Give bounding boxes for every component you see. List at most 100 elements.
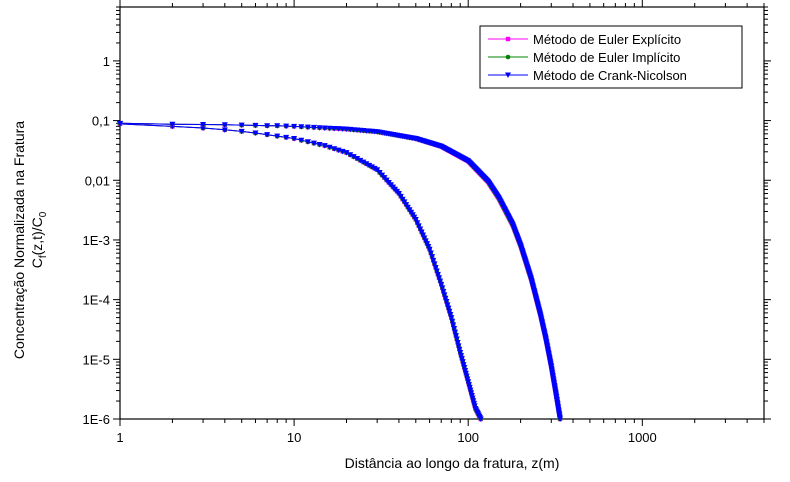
data-point <box>415 223 422 229</box>
data-point <box>432 264 439 271</box>
data-point <box>438 281 445 288</box>
data-point <box>463 373 470 380</box>
data-point <box>429 254 436 260</box>
legend-entry-2: Método de Crank-Nicolson <box>488 68 687 83</box>
data-point <box>298 137 305 144</box>
data-point <box>221 127 228 133</box>
data-point <box>422 238 429 244</box>
data-point <box>371 165 378 172</box>
data-point <box>316 125 323 131</box>
data-point <box>417 226 424 232</box>
data-point <box>304 124 311 131</box>
x-axis-title: Distância ao longo da fratura, z(m) <box>345 455 560 471</box>
data-point <box>117 120 123 127</box>
data-point <box>437 278 444 285</box>
data-point <box>326 144 333 151</box>
data-point <box>238 122 245 129</box>
data-point <box>321 125 328 131</box>
data-point <box>459 359 466 365</box>
data-point <box>461 365 468 371</box>
data-point <box>433 268 440 274</box>
data-point <box>418 229 425 236</box>
y-tick-label: 1E-3 <box>83 233 110 248</box>
data-point <box>200 125 207 132</box>
data-point <box>440 288 447 295</box>
data-point <box>420 232 427 239</box>
data-point <box>477 416 484 422</box>
data-point <box>448 315 455 321</box>
data-point <box>283 123 290 130</box>
data-point <box>321 143 328 149</box>
data-point <box>441 292 448 298</box>
data-point <box>238 128 245 135</box>
data-point <box>350 154 357 160</box>
data-point <box>291 123 298 130</box>
data-point <box>458 353 465 359</box>
data-point <box>430 257 437 264</box>
data-point <box>431 261 438 267</box>
data-point <box>264 123 271 129</box>
data-point <box>460 362 467 368</box>
y-tick-label: 1E-6 <box>83 412 110 427</box>
data-point <box>452 333 459 339</box>
data-point <box>310 124 317 131</box>
data-point <box>458 356 465 362</box>
series-2-profile-0 <box>117 121 484 422</box>
data-point <box>169 121 176 128</box>
data-point <box>444 302 451 308</box>
axis-ticks: 1 10 100 1000 1 0,1 0,01 1E-3 1E-4 1E-5 1E-6 <box>83 0 771 445</box>
data-point <box>443 299 450 305</box>
data-point <box>347 152 354 158</box>
data-point <box>252 130 259 136</box>
y-axis-title: Concentração Normalizada na Fratura Cf(z… <box>11 121 49 359</box>
data-point <box>427 250 434 256</box>
data-point <box>412 217 419 223</box>
data-point <box>465 379 472 385</box>
data-point <box>426 246 433 253</box>
data-point <box>453 336 460 343</box>
data-point <box>445 305 452 312</box>
data-point <box>326 125 333 132</box>
legend-marker <box>505 54 511 60</box>
y-tick-label: 0,01 <box>85 173 110 188</box>
data-point <box>354 156 361 162</box>
data-point <box>274 123 281 129</box>
y-axis-title-sub2: 0 <box>38 211 49 217</box>
data-point <box>457 350 464 356</box>
legend-entry-0: Método de Euler Explícito <box>488 32 681 47</box>
data-point <box>357 157 364 164</box>
data-point <box>363 161 370 167</box>
data-point <box>462 370 469 377</box>
data-point <box>200 121 207 128</box>
data-point <box>331 146 338 152</box>
data-point <box>221 122 228 128</box>
data-point <box>298 124 305 130</box>
data-point <box>395 191 402 197</box>
data-point <box>442 295 449 302</box>
data-point <box>557 416 564 422</box>
data-point <box>456 346 463 353</box>
data-point <box>331 125 338 132</box>
legend: Método de Euler Explícito Método de Euler… <box>479 25 743 89</box>
y-axis-title-line2: Cf(z,t)/C0 <box>29 211 49 268</box>
y-axis-title-sub1: f <box>38 255 49 258</box>
data-point <box>462 367 469 374</box>
data-point <box>424 241 431 247</box>
x-tick-label: 100 <box>457 430 479 445</box>
y-tick-label: 1E-4 <box>83 293 110 308</box>
data-point <box>343 150 350 156</box>
data-point <box>465 382 472 388</box>
data-point <box>335 126 342 132</box>
data-point <box>464 376 471 383</box>
legend-label: Método de Euler Implícito <box>533 50 680 65</box>
data-point <box>252 122 259 129</box>
data-point <box>450 322 457 328</box>
y-axis-title-c: C <box>29 258 45 268</box>
y-tick-label: 1 <box>103 54 110 69</box>
legend-entry-1: Método de Euler Implícito <box>488 50 680 65</box>
data-point <box>455 343 462 349</box>
data-point <box>366 162 373 169</box>
data-point <box>434 271 441 278</box>
data-point <box>304 139 311 145</box>
